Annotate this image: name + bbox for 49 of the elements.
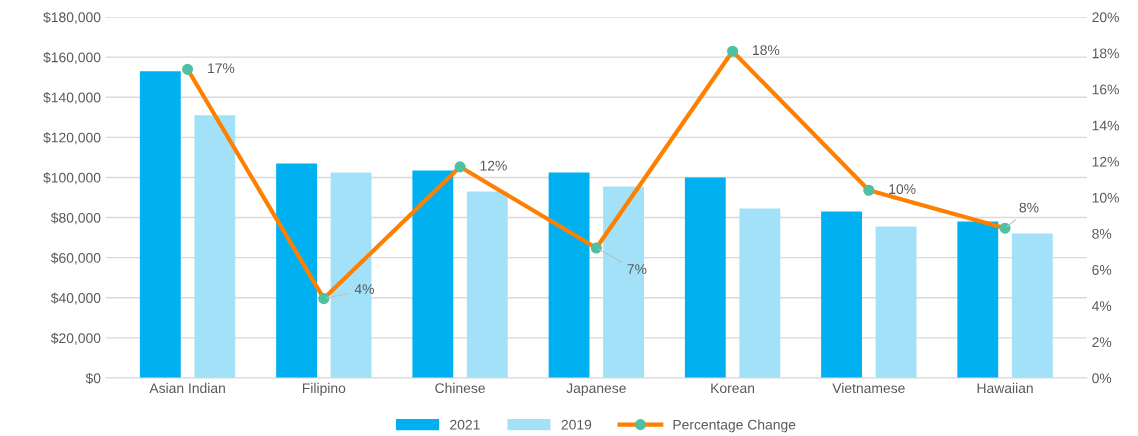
bar xyxy=(548,172,590,379)
y2-tick-label: 14% xyxy=(1092,120,1119,131)
x-tick-label: Asian Indian xyxy=(149,382,225,394)
y2-tick-label: 20% xyxy=(1092,12,1119,23)
y-tick-label: $40,000 xyxy=(50,292,101,305)
y-tick-label: $60,000 xyxy=(50,252,101,265)
bar xyxy=(739,208,781,379)
bar xyxy=(466,191,508,379)
bar xyxy=(821,211,862,379)
y2-tick-label: 6% xyxy=(1092,265,1112,275)
y-tick-label: $80,000 xyxy=(50,212,101,225)
bar xyxy=(1011,233,1053,379)
legend-label: 2021 xyxy=(450,419,480,430)
bar xyxy=(412,170,454,379)
bar xyxy=(139,71,181,379)
bar xyxy=(276,163,318,379)
legend-label: 2019 xyxy=(561,419,592,430)
bar xyxy=(957,221,999,379)
data-label: 10% xyxy=(889,184,916,195)
y-tick-label: $120,000 xyxy=(43,132,101,145)
y2-tick-label: 2% xyxy=(1092,337,1112,348)
y2-tick-label: 8% xyxy=(1092,228,1112,239)
x-tick-label: Chinese xyxy=(435,382,485,394)
y2-tick-label: 12% xyxy=(1092,156,1119,167)
y-tick-label: $140,000 xyxy=(43,91,101,105)
bar xyxy=(875,226,917,379)
bar xyxy=(684,177,726,379)
y-tick-label: $100,000 xyxy=(43,172,101,185)
y-tick-label: $180,000 xyxy=(43,11,101,24)
y-tick-label: $20,000 xyxy=(50,332,101,345)
data-label: 8% xyxy=(1019,202,1039,213)
legend-label: Percentage Change xyxy=(673,419,796,433)
x-tick-label: Vietnamese xyxy=(832,382,905,394)
y-tick-label: $0 xyxy=(85,372,101,385)
y2-tick-label: 4% xyxy=(1091,301,1112,311)
data-label: 17% xyxy=(208,63,235,74)
x-tick-label: Hawaiian xyxy=(977,382,1033,394)
y-tick-label: $160,000 xyxy=(43,51,101,64)
bar xyxy=(330,172,372,379)
y2-tick-label: 10% xyxy=(1092,192,1119,203)
x-tick-label: Japanese xyxy=(566,383,626,396)
y2-tick-label: 0% xyxy=(1092,373,1112,384)
data-label: 12% xyxy=(480,160,507,171)
data-label: 18% xyxy=(753,45,780,56)
x-tick-label: Filipino xyxy=(302,382,346,396)
y2-tick-label: 16% xyxy=(1092,84,1119,95)
bar xyxy=(194,115,236,379)
y2-tick-label: 18% xyxy=(1092,48,1119,59)
x-tick-label: Korean xyxy=(711,383,755,394)
